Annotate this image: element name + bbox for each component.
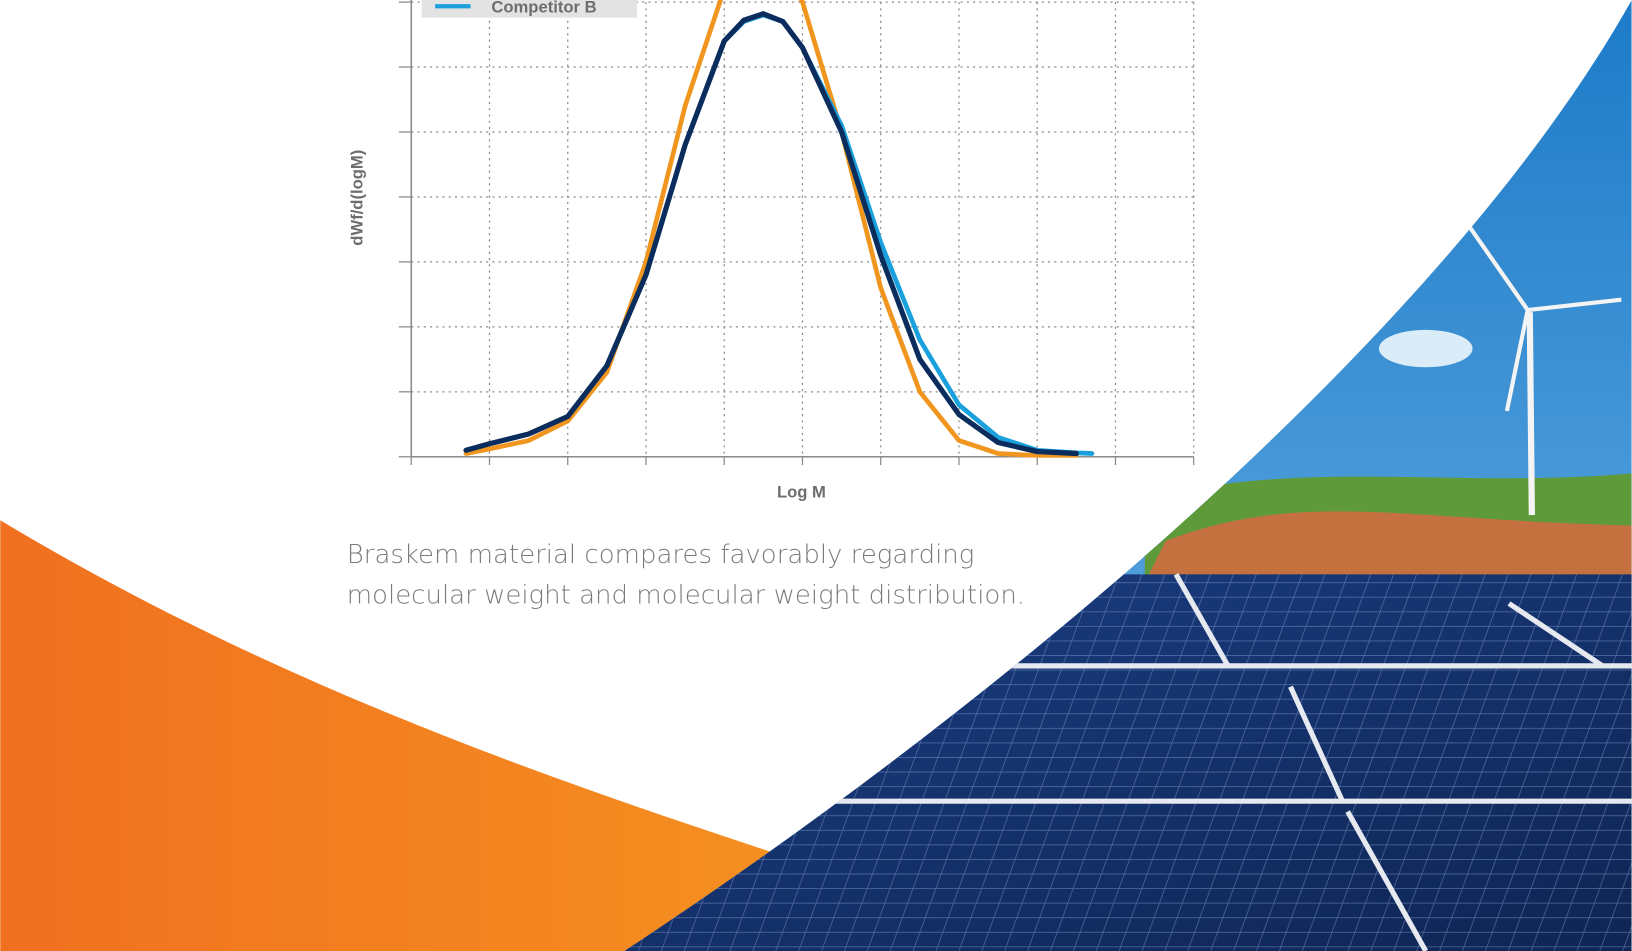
series-line [463, 11, 1079, 457]
plot-area [463, 0, 1095, 458]
legend-label: Competitor B [491, 0, 596, 16]
legend: Competitor B [435, 0, 597, 16]
x-axis-label: Log M [777, 482, 826, 501]
orange-shape [0, 520, 792, 951]
caption-line: Braskem material compares favorably rega… [347, 540, 975, 570]
y-axis-label: dWf/d(logM) [347, 150, 366, 246]
chart [398, 0, 1195, 466]
series-line [463, 12, 1095, 456]
series-line [463, 0, 1079, 458]
caption-line: molecular weight and molecular weight di… [347, 580, 1025, 610]
legend-box [421, 0, 638, 18]
